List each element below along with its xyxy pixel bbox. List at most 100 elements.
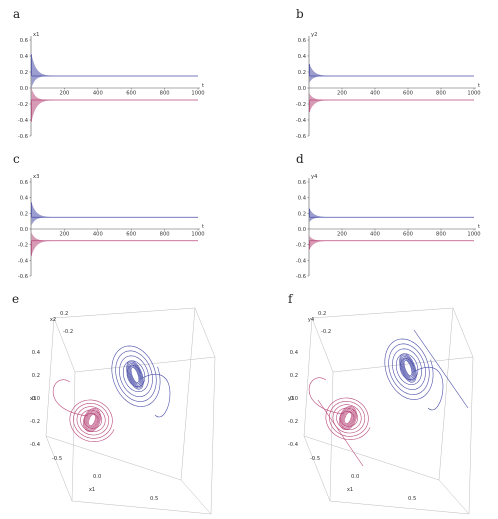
x-tick-label: 400: [93, 232, 103, 238]
trajectory-lower-core: [341, 408, 355, 428]
series-upper-envelope: [31, 202, 55, 226]
x-tick-label: 400: [93, 91, 103, 97]
y-tick-label: -0.2: [18, 102, 28, 108]
z-tick-label: 0.4: [32, 350, 41, 356]
trajectory-lower-core: [86, 411, 98, 429]
z-tick-label: -0.2: [288, 419, 298, 425]
trajectory-upper-core: [130, 367, 140, 383]
panel-c: c x3 t 0.6 0.4 0.2 0.0 -0.2 -0.4 -0.6 200 400 600 800…: [13, 152, 205, 280]
x-axis-label: t: [478, 83, 480, 89]
y-tick-label: 0.0: [298, 227, 306, 233]
y-tick-label: 0.6: [20, 38, 28, 44]
box-edge: [74, 356, 216, 373]
y-tick-label: 0.0: [298, 86, 306, 92]
trajectory-lower-core: [339, 406, 357, 430]
x-tick-label: 800: [436, 91, 446, 97]
x-tick-label: 1000: [467, 91, 480, 97]
trajectory-lower-core: [87, 412, 97, 428]
box-edge: [45, 317, 55, 437]
x-tick-label: 400: [370, 91, 380, 97]
box-edge: [53, 307, 196, 319]
box-edge: [468, 356, 474, 515]
x-tick-label: 600: [126, 232, 136, 238]
y-tick-label: 0.4: [298, 196, 307, 202]
panel-e: e 0.4 0.2 0.0 -0.2 -0.4 x3 0.2 -0.2 x2 -0.5 0.0 0.5 x…: [12, 292, 216, 515]
box-edge: [180, 307, 196, 481]
trajectory-lower-core: [342, 409, 354, 427]
trajectory-upper-core: [401, 356, 415, 380]
x-axis-label: t: [202, 83, 204, 89]
y-tick-label: -0.6: [18, 134, 28, 140]
y-tick-label: 0.6: [298, 180, 306, 186]
y-tick-label: 0.2: [20, 211, 28, 217]
z-tick-label: -0.4: [288, 442, 299, 448]
trajectory-lower-core: [88, 413, 96, 427]
z-tick-label: 0.2: [32, 373, 40, 379]
x-tick-label: 0.5: [150, 496, 158, 502]
x-tick-label: 200: [59, 91, 69, 97]
y-tick-label: -0.2: [321, 329, 331, 335]
box-edge: [329, 500, 470, 515]
z-axis-label: y3: [288, 396, 294, 402]
box-edge: [311, 317, 334, 373]
panel-label-f: f: [288, 292, 294, 306]
series-upper-envelope: [309, 208, 333, 222]
y-tick-label: -0.4: [18, 118, 29, 124]
panel-f: f 0.4 0.2 0.0 -0.2 -0.4 y3 0.2 -0.2 y4 -0.5 0.0 0.5 x…: [288, 292, 474, 515]
box-edge: [329, 371, 334, 502]
y-tick-label: -0.4: [296, 258, 307, 264]
series-upper-envelope: [309, 64, 333, 83]
y-tick-label: 0.2: [20, 70, 28, 76]
x-tick-label: 200: [337, 91, 347, 97]
x-tick-label: 1000: [191, 91, 204, 97]
box-edge: [452, 307, 474, 358]
trajectory-upper: [384, 338, 434, 400]
box-edge: [45, 435, 182, 481]
y-tick-label: 0.0: [20, 86, 28, 92]
z-tick-label: 0.2: [290, 373, 298, 379]
panel-a: a x1 t 0.6 0.4 0.2 0.0 -0.2 -0.4 -0.6 200 400 600 800…: [13, 7, 205, 140]
y-tick-label: 0.4: [20, 196, 29, 202]
trajectory-lower-core: [84, 409, 100, 431]
box-edge: [438, 307, 454, 481]
box-edge: [71, 500, 212, 515]
trajectory-upper-core: [400, 354, 416, 382]
x-tick-label: -0.5: [310, 456, 320, 462]
panel-b: b y2 t 0.6 0.4 0.2 0.0 -0.2 -0.4 -0.6 200 400 600 800…: [296, 7, 481, 140]
box-edge: [303, 435, 331, 502]
series-lower-envelope: [31, 217, 55, 256]
y-tick-label: 0.2: [318, 311, 326, 317]
x-tick-label: 800: [436, 232, 446, 238]
trajectory-upper-core: [402, 358, 414, 378]
box-edge: [71, 371, 76, 502]
panel-label-d: d: [296, 152, 304, 166]
trajectory-lower-arc: [308, 377, 345, 415]
box-edge: [210, 356, 216, 515]
y-tick-label: 0.2: [60, 311, 68, 317]
panel-label-e: e: [12, 292, 19, 306]
series-lower-envelope: [309, 217, 333, 250]
series-upper-envelope: [31, 54, 55, 88]
x-tick-label: 200: [337, 232, 347, 238]
x-axis-label: t: [478, 224, 480, 230]
box-edge: [311, 307, 454, 319]
trajectory-upper-core: [403, 360, 413, 376]
z-tick-label: 0.4: [290, 350, 299, 356]
y-tick-label: 0.0: [20, 227, 28, 233]
y-tick-label: 0.6: [20, 180, 28, 186]
y-tick-label: -0.2: [18, 243, 28, 249]
x-tick-label: 0.0: [351, 474, 359, 480]
z-tick-label: 0.0: [32, 396, 40, 402]
x-tick-label: 800: [160, 232, 170, 238]
y-tick-label: -0.4: [296, 118, 307, 124]
panel-label-a: a: [13, 7, 20, 21]
x-tick-label: 200: [59, 232, 69, 238]
y-tick-label: -0.2: [296, 243, 306, 249]
trajectory-upper-core: [126, 360, 144, 390]
trajectory-lower: [69, 399, 115, 443]
y-tick-label: -0.2: [296, 102, 306, 108]
series-lower-envelope: [31, 76, 55, 122]
x-axis-label: x1: [347, 487, 353, 493]
x-axis-label: x1: [89, 487, 95, 493]
trajectory-lower-arc: [52, 379, 89, 417]
